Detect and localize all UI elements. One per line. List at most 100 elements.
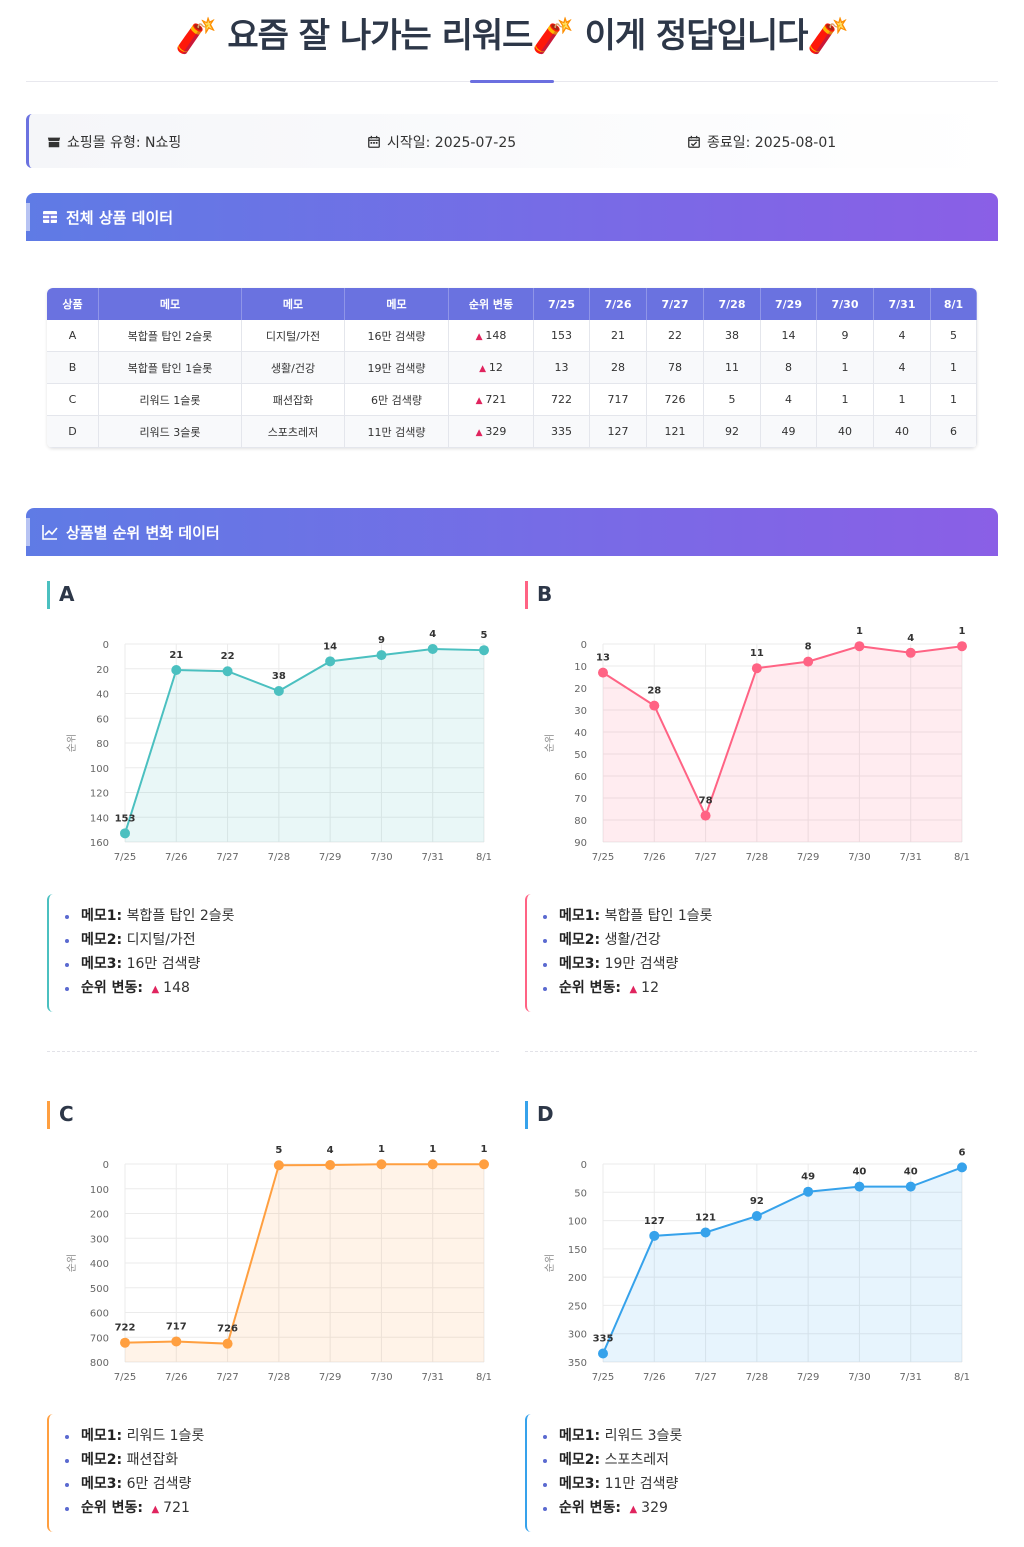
y-tick-label: 800 — [90, 1358, 109, 1369]
table-cell: 717 — [590, 384, 647, 416]
x-tick-label: 7/26 — [165, 852, 187, 863]
memo-item: 메모2: 패션잡화 — [63, 1448, 499, 1472]
table-icon — [43, 211, 57, 223]
x-tick-label: 8/1 — [954, 852, 970, 863]
table-cell: 복합플 탑인 2슬롯 — [99, 320, 242, 352]
rank-change-value: 329 — [485, 425, 507, 438]
series-line — [602, 1166, 963, 1354]
rank-up-icon: ▲ — [475, 396, 486, 406]
table-header-row: 상품 메모 메모 메모 순위 변동 7/25 7/26 7/27 7/28 7/… — [47, 288, 977, 320]
rank-change-value: 148 — [485, 329, 507, 342]
data-point — [222, 1338, 233, 1349]
memo-item: 메모3: 19만 검색량 — [541, 952, 977, 976]
x-tick-label: 7/29 — [319, 852, 341, 863]
y-tick-label: 120 — [90, 789, 109, 800]
table-header: 메모 — [242, 288, 345, 320]
data-point — [751, 1211, 762, 1222]
rank-up-icon: ▲ — [629, 984, 638, 995]
y-tick-label: 40 — [96, 690, 109, 701]
x-tick-label: 7/31 — [421, 1372, 443, 1383]
table-cell: 복합플 탑인 1슬롯 — [99, 352, 242, 384]
memo-value: 721 — [163, 1500, 190, 1516]
table-cell: 153 — [534, 320, 590, 352]
x-tick-label: 7/26 — [165, 1372, 187, 1383]
table-cell: 92 — [704, 416, 761, 448]
y-tick-label: 60 — [574, 772, 587, 783]
data-point — [273, 686, 284, 697]
memo-item: 메모3: 16만 검색량 — [63, 952, 499, 976]
data-label: 717 — [166, 1321, 187, 1332]
series-area — [125, 648, 484, 842]
table-header: 7/28 — [704, 288, 761, 320]
calendar-check-icon — [688, 135, 700, 148]
table-header: 메모 — [345, 288, 449, 320]
y-tick-label: 30 — [574, 706, 587, 717]
table-cell: 스포츠레저 — [242, 416, 345, 448]
mall-type-text: 쇼핑몰 유형: N쇼핑 — [67, 135, 182, 151]
memo-value: 11만 검색량 — [604, 1476, 679, 1492]
table-cell: 335 — [534, 416, 590, 448]
data-label: 127 — [644, 1216, 665, 1227]
data-point — [427, 643, 438, 654]
x-tick-label: 7/25 — [114, 852, 136, 863]
table-cell: 40 — [817, 416, 874, 448]
data-point — [598, 1348, 608, 1359]
chart-title-c: C — [47, 1099, 74, 1129]
data-label: 8 — [805, 642, 812, 653]
x-tick-label: 7/27 — [694, 1372, 716, 1383]
table-row: C 리워드 1슬롯 패션잡화 6만 검색량 ▲ 721 722 717 726 5 4 1 1 1 — [47, 384, 977, 416]
table-row: D 리워드 3슬롯 스포츠레저 11만 검색량 ▲ 329 335 127 121 92 49 40… — [47, 416, 977, 448]
data-label: 1 — [429, 1144, 436, 1155]
data-point — [479, 645, 489, 656]
table-cell: 1 — [931, 384, 977, 416]
data-point — [273, 1160, 284, 1171]
rank-chart-a: 0 20 40 60 80 100 120 140 160 7/25 7/26 7/27 7/28 7/2… — [65, 629, 492, 863]
data-label: 121 — [695, 1212, 716, 1223]
table-header: 8/1 — [931, 288, 977, 320]
memo-label: 메모3: — [81, 956, 123, 972]
data-label: 21 — [169, 650, 183, 661]
data-label: 1 — [378, 1144, 385, 1155]
memo-item: 메모2: 스포츠레저 — [541, 1448, 977, 1472]
memo-item: 메모1: 복합플 탑인 2슬롯 — [63, 904, 499, 928]
x-tick-label: 7/26 — [643, 1372, 665, 1383]
data-point — [120, 828, 130, 839]
memo-value: 329 — [641, 1500, 668, 1516]
x-tick-label: 7/30 — [370, 1372, 392, 1383]
table-header: 메모 — [99, 288, 242, 320]
y-tick-label: 350 — [568, 1358, 587, 1369]
table-cell: 8 — [761, 352, 817, 384]
y-tick-label: 20 — [96, 665, 109, 676]
memo-item: 순위 변동: ▲ 12 — [541, 976, 977, 1000]
memo-box-d: 메모1: 리워드 3슬롯 메모2: 스포츠레저 메모3: 11만 검색량 순위 변동:… — [525, 1414, 977, 1532]
data-point — [649, 1230, 660, 1241]
data-point — [171, 664, 182, 675]
end-date-text: 종료일: 2025-08-01 — [707, 135, 837, 151]
data-point — [854, 1181, 865, 1192]
memo-item: 순위 변동: ▲ 721 — [63, 1496, 499, 1520]
memo-label: 순위 변동: — [559, 1500, 621, 1516]
y-axis-label: 순위 — [65, 734, 78, 752]
table-cell: 리워드 3슬롯 — [99, 416, 242, 448]
memo-label: 메모1: — [559, 908, 601, 924]
table-cell: 28 — [590, 352, 647, 384]
x-tick-label: 7/25 — [114, 1372, 136, 1383]
memo-value: 스포츠레저 — [604, 1452, 669, 1468]
table-cell: 6만 검색량 — [345, 384, 449, 416]
y-tick-label: 300 — [90, 1234, 109, 1245]
data-label: 49 — [801, 1172, 815, 1183]
start-date-info: 시작일: 2025-07-25 — [367, 132, 516, 152]
y-tick-label: 500 — [90, 1284, 109, 1295]
table-cell: 21 — [590, 320, 647, 352]
data-point — [120, 1337, 130, 1348]
header: 🧨 요즘 잘 나가는 리워드🧨 이게 정답입니다🧨 — [0, 0, 1024, 84]
x-tick-label: 7/27 — [694, 852, 716, 863]
memo-value: 16만 검색량 — [126, 956, 201, 972]
memo-label: 메모3: — [559, 1476, 601, 1492]
rank-chart-c: 0 100 200 300 400 500 600 700 800 7/25 7/26 7/27 7/2… — [65, 1144, 492, 1383]
data-label: 40 — [852, 1167, 866, 1178]
table-cell: 49 — [761, 416, 817, 448]
table-header: 7/31 — [874, 288, 931, 320]
table-cell: 78 — [647, 352, 704, 384]
y-tick-label: 100 — [90, 1185, 109, 1196]
